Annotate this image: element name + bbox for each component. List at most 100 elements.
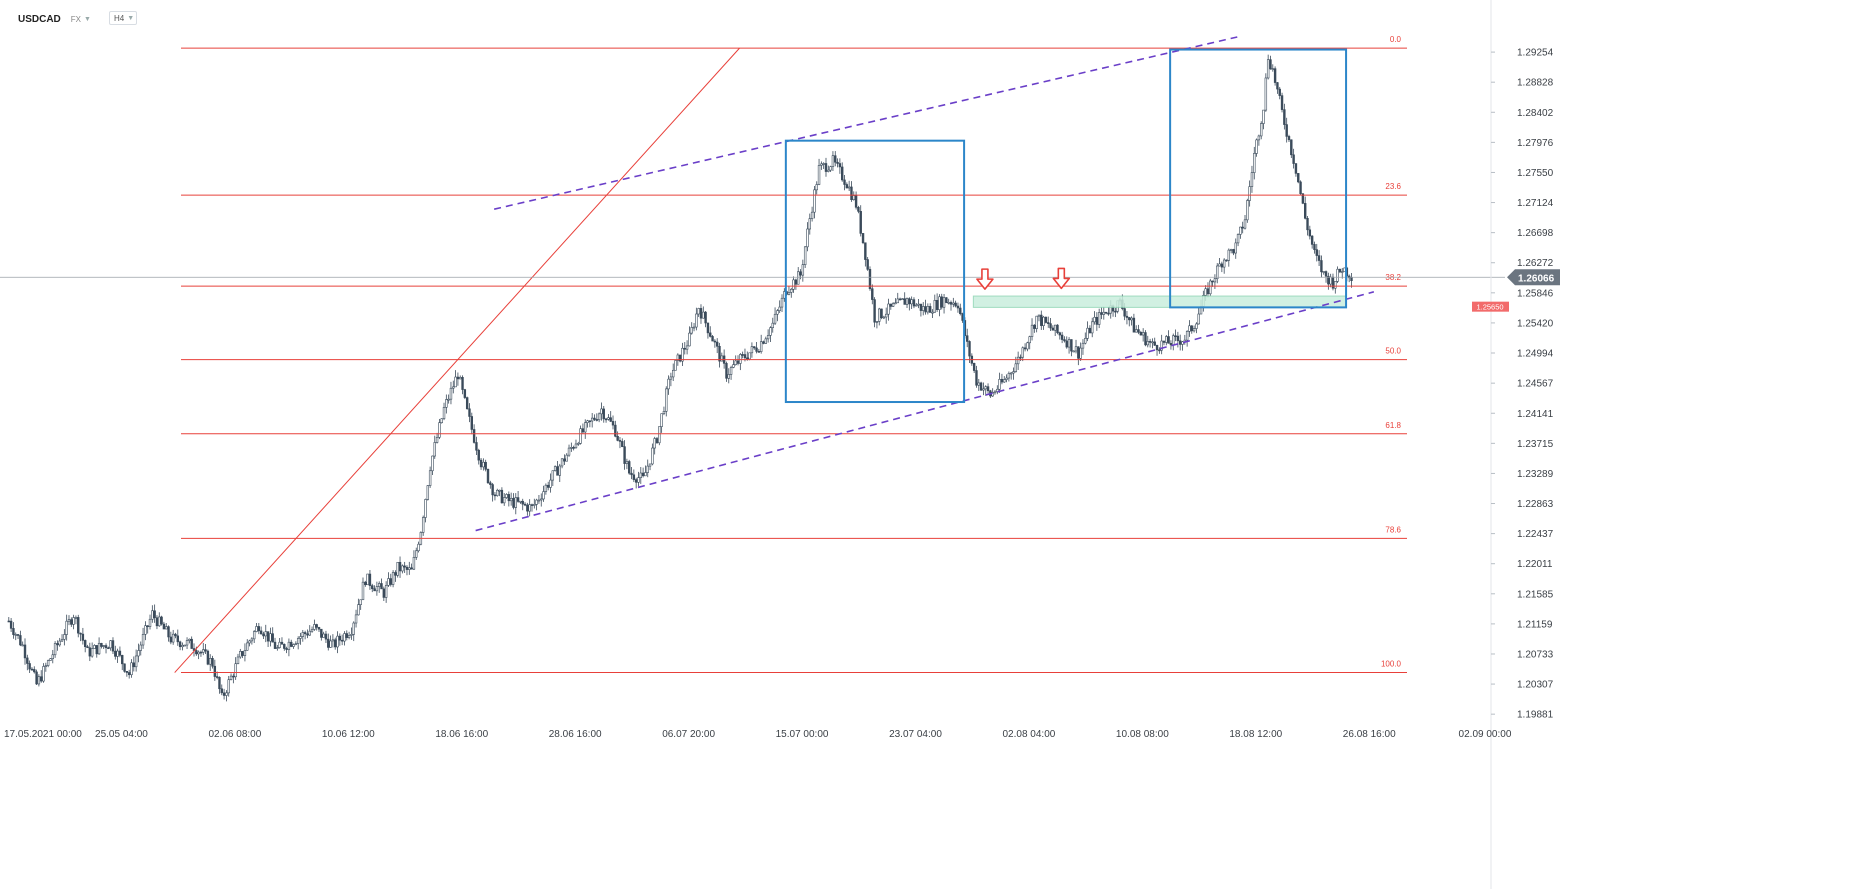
candle-body [151,610,154,620]
candle-body [878,308,881,322]
candle-body [273,641,277,649]
candle-body [438,422,441,438]
candle-body [1042,316,1045,326]
price-tick-label: 1.24994 [1517,349,1554,360]
candle-body [595,419,599,421]
candle-body [1262,109,1265,124]
chevron-down-icon[interactable]: ▼ [84,15,91,23]
candle-body [352,622,355,635]
candle-body [248,640,251,644]
candle-body [678,354,682,362]
candle-body [1144,332,1147,346]
candle-body [1227,249,1231,261]
candle-body [602,408,605,420]
candle-body [778,306,781,311]
candle-body [713,340,717,343]
candle-body [949,302,953,305]
candle-body [993,391,997,394]
candle-body [185,640,189,646]
candle-body [1107,312,1110,315]
candle-body [1190,325,1193,332]
candle-body [1095,316,1099,325]
candle-body [917,303,920,306]
candle-body [838,163,842,168]
candle-body [556,466,559,476]
candle-body [975,370,978,386]
candle-body [741,354,744,356]
candle-body [959,307,962,314]
candle-body [732,364,735,368]
candle-body [1088,327,1092,334]
candle-body [1139,332,1143,336]
candle-body [553,466,557,472]
candle-body [283,643,286,649]
candle-body [1162,340,1166,343]
candle-body [729,367,733,375]
candle-body [461,377,464,390]
candle-body [398,561,402,572]
candle-body [940,296,943,308]
candle-body [1033,324,1036,329]
candle-body [764,338,768,344]
candle-body [896,298,899,304]
candle-body [452,386,455,389]
candle-body [53,643,57,656]
symbol-label[interactable]: USDCAD [18,13,61,25]
candle-body [1065,340,1068,348]
candle-body [908,298,911,305]
candle-body [109,640,112,649]
candle-body [1081,342,1085,349]
fib-trendline[interactable] [174,47,740,673]
candle-body [137,650,140,657]
candle-body [287,641,291,650]
candle-body [486,469,490,484]
candle-body [574,443,578,449]
candle-body [387,578,390,586]
time-tick-label: 25.05 04:00 [95,729,148,740]
candle-body [1060,334,1064,340]
candle-body [725,363,728,379]
candle-body [426,485,430,500]
candle-body [211,658,214,667]
candle-body [1243,219,1247,229]
consolidation-box[interactable] [1169,48,1348,309]
candle-body [882,316,886,319]
candle-body [1234,242,1237,254]
candle-body [1014,363,1018,372]
timeframe-select[interactable]: H4 ▼ [109,11,137,25]
candle-body [204,649,207,652]
candle-body [320,628,323,638]
candle-body [336,635,339,648]
candle-body [324,633,328,640]
candle-body [482,461,485,468]
candle-body [37,676,41,685]
candle-body [1192,328,1196,332]
candle-body [1324,271,1328,277]
candle-body [1072,350,1075,353]
candle-body [500,489,504,504]
candle-body [546,484,550,488]
channel-upper-line[interactable] [493,36,1238,210]
consolidation-box[interactable] [784,139,966,404]
candle-body [1037,314,1041,317]
support-zone[interactable] [972,295,1347,308]
candle-body [1097,312,1101,325]
candle-body [1239,226,1242,235]
candle-body [1320,260,1323,273]
candle-body [537,499,541,502]
candle-body [465,397,469,410]
price-tick-label: 1.20307 [1517,680,1554,691]
candle-body [403,565,406,568]
arrow-down-icon [1052,267,1071,290]
candle-body [1211,280,1214,283]
candle-body [246,642,249,651]
candle-body [1301,193,1305,204]
channel-lower-line[interactable] [475,291,1375,532]
candle-body [229,675,233,681]
price-tick-label: 1.22011 [1517,559,1553,570]
candle-body [58,640,61,646]
candle-body [433,442,436,457]
candle-body [611,421,615,426]
candle-body [1146,341,1149,346]
